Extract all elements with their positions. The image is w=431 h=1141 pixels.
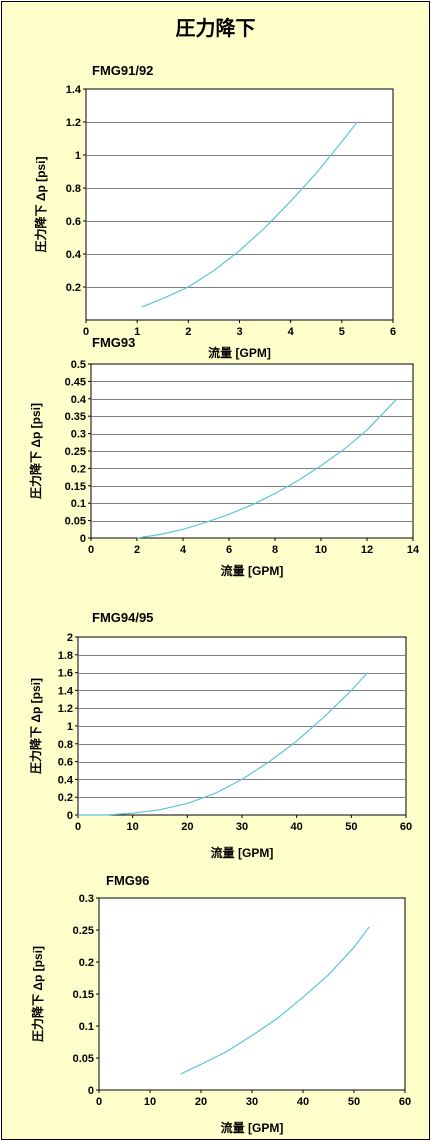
x-tick-label: 10 — [127, 821, 139, 833]
chart-title: FMG96 — [106, 873, 149, 888]
y-tick-label: 0.8 — [66, 183, 81, 195]
y-tick-label: 0.6 — [66, 216, 81, 228]
y-tick-label: 0.25 — [73, 925, 94, 937]
x-tick-label: 0 — [96, 1096, 102, 1108]
chart-fmg93: FMG93 0 0.05 0.1 0.15 0.2 0.25 0.3 0.35 0.4 0.45 0.… — [0, 330, 431, 590]
y-tick-label: 0.1 — [71, 498, 86, 510]
y-tick-label: 0.15 — [73, 989, 94, 1001]
y-tick-label: 1.4 — [66, 84, 82, 96]
x-tick-label: 30 — [246, 1096, 258, 1108]
plot-area — [99, 898, 405, 1090]
y-axis-label: 圧力降下 Δp [psi] — [28, 403, 43, 499]
y-tick-label: 1 — [75, 150, 81, 162]
chart-title: FMG91/92 — [92, 63, 153, 78]
y-tick-label: 0.2 — [58, 792, 73, 804]
y-tick-label: 2 — [67, 632, 73, 644]
x-tick-label: 20 — [181, 821, 193, 833]
chart-title: FMG94/95 — [92, 610, 153, 625]
y-axis-label: 圧力降下 Δp [psi] — [33, 157, 48, 253]
x-axis-label: 流量 [GPM] — [211, 845, 274, 860]
y-tick-label: 0.6 — [58, 757, 73, 769]
plot-area — [86, 89, 393, 320]
x-axis-label: 流量 [GPM] — [221, 1120, 284, 1135]
y-tick-label: 0.15 — [65, 481, 86, 493]
y-tick-label: 1.2 — [58, 703, 73, 715]
x-tick-label: 10 — [144, 1096, 156, 1108]
y-tick-label: 0.35 — [65, 411, 86, 423]
y-tick-label: 0.4 — [66, 249, 82, 261]
y-tick-label: 0.2 — [66, 282, 81, 294]
y-tick-label: 1.8 — [58, 650, 73, 662]
x-tick-label: 60 — [400, 821, 412, 833]
y-tick-label: 1.6 — [58, 668, 73, 680]
y-tick-label: 0.2 — [71, 463, 86, 475]
y-tick-label: 0 — [88, 1085, 94, 1097]
x-tick-label: 10 — [315, 544, 327, 556]
x-tick-label: 50 — [345, 821, 357, 833]
y-axis-label: 圧力降下 Δp [psi] — [28, 678, 43, 774]
x-tick-label: 12 — [361, 544, 373, 556]
x-tick-label: 40 — [297, 1096, 309, 1108]
x-tick-label: 60 — [399, 1096, 411, 1108]
chart-title: FMG93 — [92, 335, 135, 350]
y-tick-label: 0.05 — [73, 1053, 94, 1065]
y-tick-label: 0.5 — [71, 359, 86, 371]
y-tick-label: 1.4 — [58, 685, 74, 697]
y-tick-label: 0.4 — [58, 774, 74, 786]
y-tick-label: 0 — [67, 810, 73, 822]
page-title: 圧力降下 — [0, 12, 431, 41]
x-tick-label: 50 — [348, 1096, 360, 1108]
x-tick-label: 0 — [75, 821, 81, 833]
y-tick-label: 0 — [80, 533, 86, 545]
y-tick-label: 0.3 — [71, 429, 86, 441]
x-tick-label: 8 — [272, 544, 278, 556]
x-tick-label: 2 — [134, 544, 140, 556]
x-tick-label: 30 — [236, 821, 248, 833]
y-tick-label: 0.2 — [79, 957, 94, 969]
y-tick-label: 0.4 — [71, 394, 87, 406]
y-tick-label: 0.25 — [65, 446, 86, 458]
y-tick-label: 0.45 — [65, 376, 86, 388]
x-tick-label: 40 — [291, 821, 303, 833]
x-tick-label: 14 — [407, 544, 420, 556]
y-tick-label: 1.2 — [66, 117, 81, 129]
chart-fmg91-92: FMG91/920.20.40.60.811.21.40 1 2 3 4 5 6流量 [GP… — [0, 58, 431, 368]
y-tick-label: 0.8 — [58, 739, 73, 751]
y-tick-label: 0.05 — [65, 516, 86, 528]
x-tick-label: 4 — [180, 544, 187, 556]
chart-fmg96: FMG96 0 0.05 0.1 0.15 0.2 0.25 0.3 0 10 20 30 40 50 60… — [0, 868, 431, 1138]
y-tick-label: 0.3 — [79, 893, 94, 905]
x-tick-label: 6 — [226, 544, 232, 556]
y-axis-label: 圧力降下 Δp [psi] — [30, 946, 45, 1042]
x-tick-label: 20 — [195, 1096, 207, 1108]
x-axis-label: 流量 [GPM] — [221, 563, 284, 578]
y-tick-label: 1 — [67, 721, 73, 733]
x-tick-label: 0 — [88, 544, 94, 556]
y-tick-label: 0.1 — [79, 1021, 94, 1033]
